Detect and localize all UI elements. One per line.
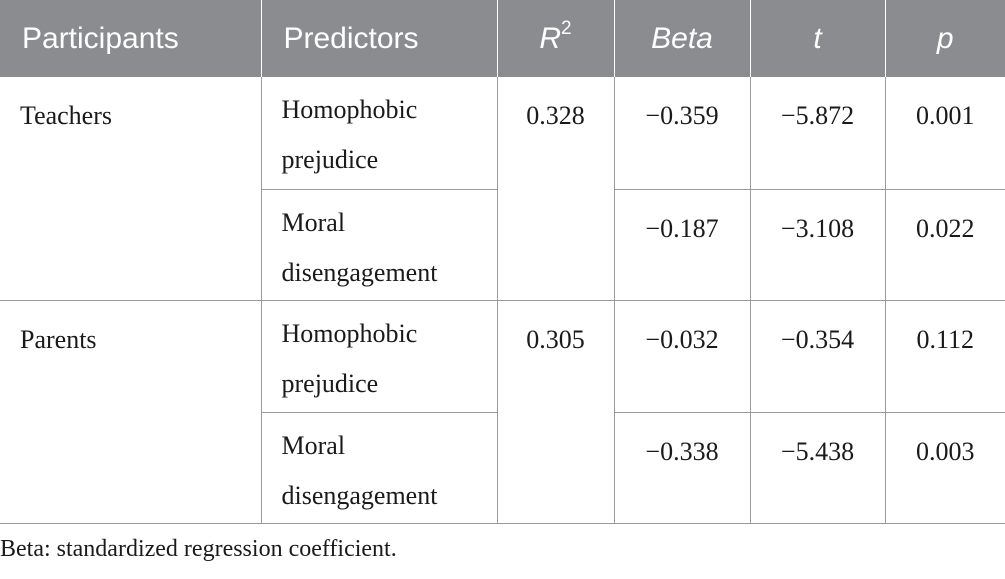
header-beta: Beta bbox=[614, 0, 751, 77]
predictor-line: disengagement bbox=[281, 257, 438, 287]
p-cell: 0.003 bbox=[885, 412, 1005, 524]
predictor-cell: Moral disengagement bbox=[261, 189, 498, 301]
predictor-line: Homophobic bbox=[281, 95, 418, 124]
header-r2-base: R bbox=[539, 21, 562, 55]
predictor-cell: Homophobic prejudice bbox=[261, 300, 498, 413]
header-p: p bbox=[885, 0, 1005, 77]
participant-cell: Parents bbox=[0, 300, 262, 524]
predictor-line: prejudice bbox=[281, 368, 379, 398]
predictor-line: disengagement bbox=[281, 480, 438, 510]
header-row: Participants Predictors R2 Beta t p bbox=[0, 0, 1005, 77]
p-cell: 0.001 bbox=[885, 77, 1005, 190]
r2-cell: 0.305 bbox=[497, 300, 615, 524]
p-cell: 0.022 bbox=[885, 189, 1005, 301]
header-predictors: Predictors bbox=[261, 0, 498, 77]
p-cell: 0.112 bbox=[885, 300, 1005, 413]
table-row: Moral disengagement −0.338 −5.438 0.003 bbox=[0, 412, 1005, 524]
participant-cell: Teachers bbox=[0, 77, 262, 301]
predictor-line: Homophobic bbox=[281, 318, 418, 348]
predictor-line: prejudice bbox=[281, 145, 379, 174]
header-participants: Participants bbox=[0, 0, 262, 77]
predictor-cell: Homophobic prejudice bbox=[261, 77, 498, 190]
t-cell: −5.438 bbox=[750, 412, 886, 524]
beta-cell: −0.338 bbox=[614, 412, 751, 524]
table-footnote: Beta: standardized regression coefficien… bbox=[0, 536, 397, 562]
t-cell: −3.108 bbox=[750, 189, 886, 301]
header-r-squared: R2 bbox=[497, 0, 615, 77]
predictor-cell: Moral disengagement bbox=[261, 412, 498, 524]
table-row: Teachers Homophobic prejudice 0.328 −0.3… bbox=[0, 77, 1005, 301]
regression-table: Participants Predictors R2 Beta t p Teac… bbox=[0, 0, 1005, 524]
predictor-line: Moral bbox=[281, 207, 346, 237]
beta-cell: −0.032 bbox=[614, 300, 751, 413]
beta-cell: −0.187 bbox=[614, 189, 751, 301]
table-row: Parents Homophobic prejudice 0.305 −0.03… bbox=[0, 300, 1005, 524]
predictor-line: Moral bbox=[281, 430, 346, 460]
r2-cell: 0.328 bbox=[497, 77, 615, 301]
t-cell: −5.872 bbox=[750, 77, 886, 190]
t-cell: −0.354 bbox=[750, 300, 886, 413]
header-t: t bbox=[750, 0, 886, 77]
header-r2-sup: 2 bbox=[561, 17, 572, 39]
table-row: Moral disengagement −0.187 −3.108 0.022 bbox=[0, 189, 1005, 301]
beta-cell: −0.359 bbox=[614, 77, 751, 190]
